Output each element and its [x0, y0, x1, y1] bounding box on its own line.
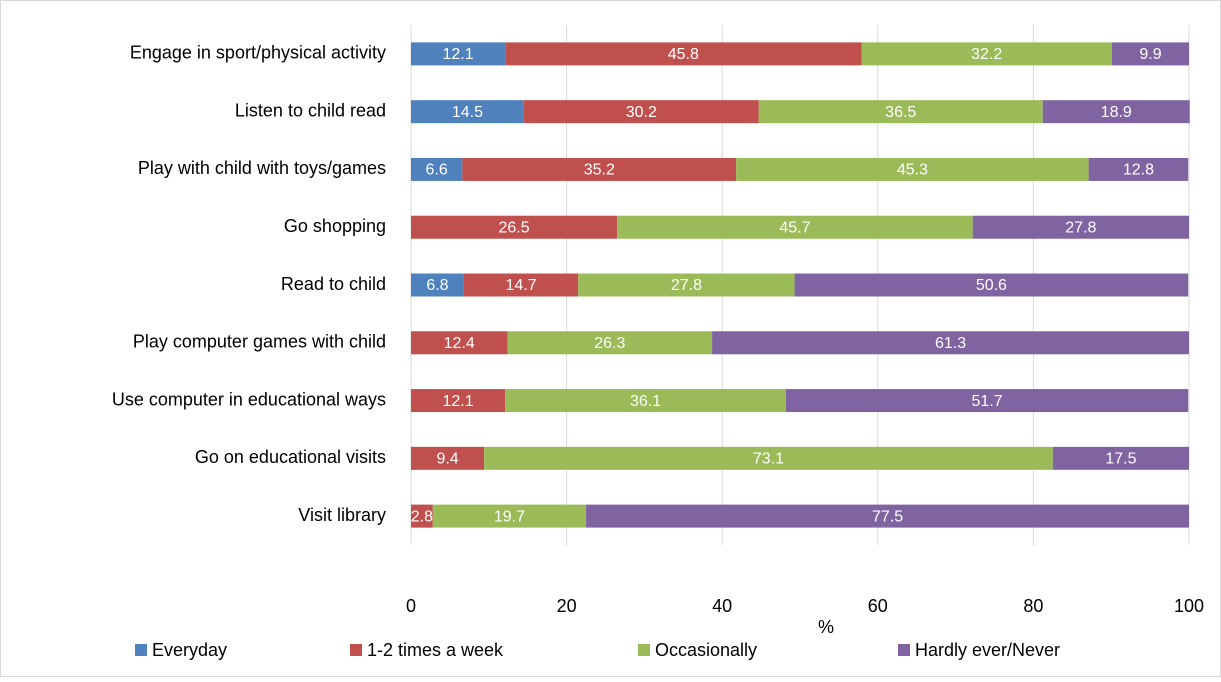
y-tick-label: Go on educational visits	[195, 447, 386, 467]
data-label: 18.9	[1101, 104, 1132, 121]
bar-segment	[411, 331, 508, 355]
data-label: 9.9	[1139, 46, 1161, 63]
bar-segment	[463, 273, 579, 297]
bar-segment	[1042, 100, 1190, 124]
bar-segment	[505, 389, 786, 413]
data-label: 14.5	[452, 104, 483, 121]
bar-segment	[411, 100, 524, 124]
x-tick-label: 80	[1023, 596, 1043, 616]
data-label: 6.6	[426, 162, 448, 179]
bar-segment	[507, 331, 713, 355]
data-label: 9.4	[436, 451, 458, 468]
bar-segment	[1052, 446, 1189, 470]
legend-swatch	[135, 644, 147, 656]
bar-segment	[578, 273, 795, 297]
data-label: 14.7	[506, 277, 537, 294]
bar-segment	[411, 157, 463, 181]
legend-swatch	[898, 644, 910, 656]
y-tick-label: Read to child	[281, 274, 386, 294]
bar-segment	[411, 273, 464, 297]
bar-segment	[462, 157, 737, 181]
data-label: 32.2	[971, 46, 1002, 63]
bar-segment	[411, 42, 506, 66]
data-label: 12.4	[444, 335, 475, 352]
x-tick-label: 0	[406, 596, 416, 616]
data-label: 6.8	[426, 277, 448, 294]
bar-segment	[411, 389, 506, 413]
bar-segment	[411, 215, 618, 239]
data-label: 36.1	[630, 393, 661, 410]
data-label: 45.8	[668, 46, 699, 63]
x-axis-label: %	[818, 617, 834, 637]
bar-segment	[1111, 42, 1189, 66]
data-label: 50.6	[976, 277, 1007, 294]
data-label: 26.3	[594, 335, 625, 352]
y-tick-label: Play with child with toys/games	[138, 158, 386, 178]
data-label: 45.7	[779, 219, 810, 236]
y-tick-label: Visit library	[298, 505, 386, 525]
legend-label: Occasionally	[655, 640, 757, 660]
legend-label: Hardly ever/Never	[915, 640, 1060, 660]
data-label: 12.8	[1123, 162, 1154, 179]
bar-segment	[758, 100, 1043, 124]
data-label: 35.2	[584, 162, 615, 179]
bar-segment	[505, 42, 862, 66]
bar-segment	[411, 504, 433, 528]
data-label: 51.7	[972, 393, 1003, 410]
x-tick-label: 40	[712, 596, 732, 616]
bar-segment	[411, 446, 485, 470]
data-label: 17.5	[1105, 451, 1136, 468]
bar-segment	[1088, 157, 1189, 181]
data-label: 27.8	[1065, 219, 1096, 236]
data-label: 12.1	[442, 393, 473, 410]
bar-segment	[484, 446, 1053, 470]
legend-swatch	[638, 644, 650, 656]
x-tick-label: 60	[868, 596, 888, 616]
data-label: 61.3	[935, 335, 966, 352]
bar-segment	[432, 504, 587, 528]
bar-segment	[794, 273, 1189, 297]
bar-segment	[972, 215, 1189, 239]
x-tick-label: 20	[557, 596, 577, 616]
legend-swatch	[350, 644, 362, 656]
data-label: 12.1	[442, 46, 473, 63]
legend-label: 1-2 times a week	[367, 640, 504, 660]
data-label: 26.5	[499, 219, 530, 236]
data-label: 27.8	[671, 277, 702, 294]
bar-segment	[861, 42, 1112, 66]
legend-label: Everyday	[152, 640, 227, 660]
bar-segment	[586, 504, 1189, 528]
y-tick-label: Engage in sport/physical activity	[130, 43, 386, 63]
x-tick-label: 100	[1174, 596, 1204, 616]
bar-segment	[712, 331, 1189, 355]
y-tick-label: Use computer in educational ways	[112, 389, 386, 409]
bar-segment	[785, 389, 1189, 413]
y-tick-label: Listen to child read	[235, 100, 386, 120]
y-tick-label: Go shopping	[284, 216, 386, 236]
data-label: 45.3	[897, 162, 928, 179]
bar-segment	[617, 215, 973, 239]
bar-segment	[736, 157, 1089, 181]
data-label: 36.5	[885, 104, 916, 121]
data-label: 2.8	[411, 508, 433, 525]
y-tick-label: Play computer games with child	[133, 332, 386, 352]
data-label: 30.2	[626, 104, 657, 121]
data-label: 73.1	[753, 451, 784, 468]
data-label: 19.7	[494, 508, 525, 525]
bar-segment	[523, 100, 759, 124]
data-label: 77.5	[872, 508, 903, 525]
